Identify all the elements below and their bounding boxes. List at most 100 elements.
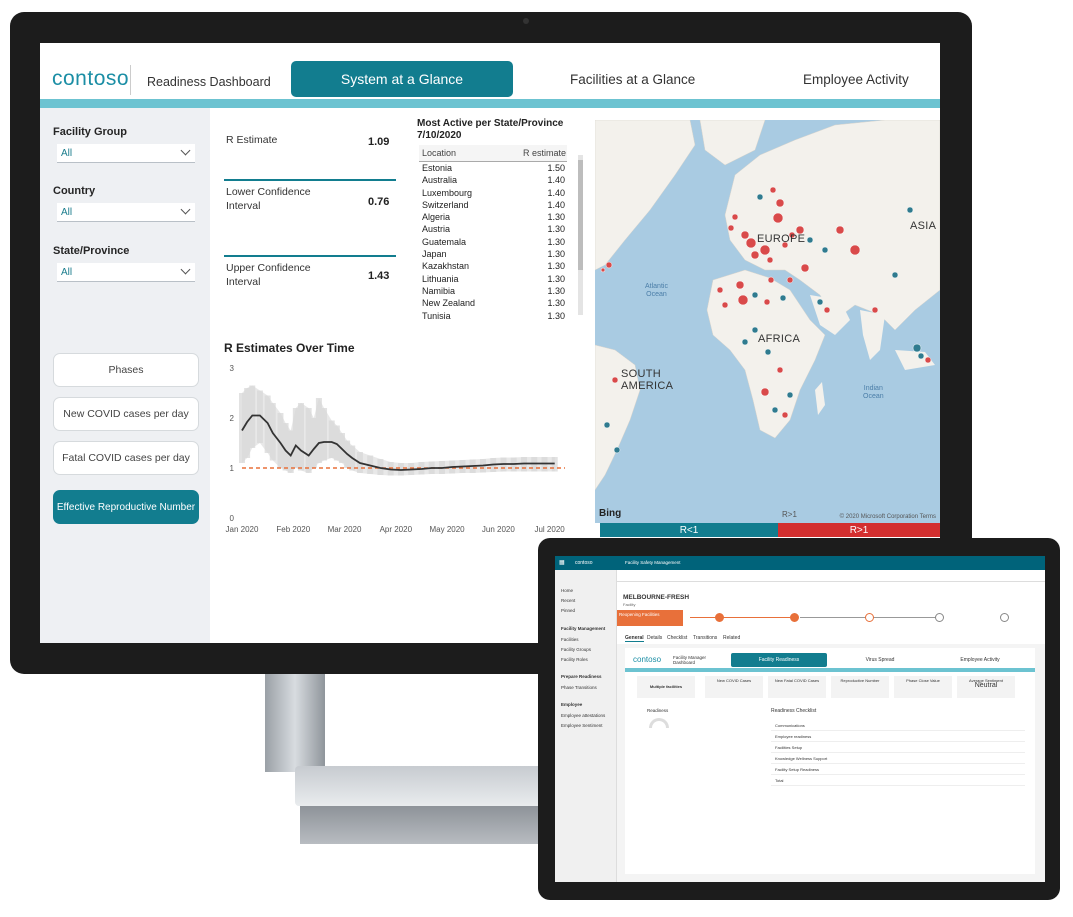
sidebar-item-facility-roles[interactable]: Facility Roles	[561, 657, 588, 662]
sidebar-item-recent[interactable]: Recent	[561, 598, 576, 603]
map-marker[interactable]	[731, 213, 739, 221]
map-marker[interactable]	[750, 250, 760, 260]
process-stage-dot[interactable]	[865, 613, 874, 622]
legend-r-below-one[interactable]: R<1	[600, 523, 778, 537]
map-marker[interactable]	[745, 237, 757, 249]
tab-system-at-a-glance[interactable]: System at a Glance	[291, 61, 513, 97]
map-marker[interactable]	[740, 230, 750, 240]
map-marker[interactable]	[751, 291, 759, 299]
map-marker[interactable]	[795, 225, 805, 235]
scrollbar-thumb[interactable]	[578, 160, 583, 270]
table-row[interactable]: Tunisia 1.30	[419, 310, 567, 322]
effective-reproductive-number-button[interactable]: Effective Reproductive Number	[53, 490, 199, 524]
map-marker[interactable]	[716, 286, 724, 294]
sidebar-item-facility-groups[interactable]: Facility Groups	[561, 647, 592, 652]
map-marker[interactable]	[906, 206, 914, 214]
map-marker[interactable]	[775, 198, 785, 208]
process-stage-dot[interactable]	[935, 613, 944, 622]
map-marker[interactable]	[871, 306, 879, 314]
map-marker[interactable]	[600, 267, 606, 273]
sidebar-item-phase-transitions[interactable]: Phase Transitions	[561, 685, 597, 690]
map-marker[interactable]	[816, 298, 824, 306]
map-marker[interactable]	[759, 244, 771, 256]
map-marker[interactable]	[756, 193, 764, 201]
map-copyright[interactable]: © 2020 Microsoft Corporation Terms	[839, 514, 936, 520]
tab-related[interactable]: Related	[723, 635, 741, 641]
tab-virus-spread[interactable]: Virus Spread	[865, 657, 895, 663]
fatal-covid-cases-button[interactable]: Fatal COVID cases per day	[53, 441, 199, 475]
table-row[interactable]: Algeria 1.30	[419, 211, 567, 223]
process-stage-dot[interactable]	[715, 613, 724, 622]
map-marker[interactable]	[849, 244, 861, 256]
sidebar-item-pinned[interactable]: Pinned	[561, 608, 576, 613]
map-marker[interactable]	[767, 276, 775, 284]
tab-transitions[interactable]: Transitions	[693, 635, 718, 641]
table-row[interactable]: Namibia 1.30	[419, 285, 567, 297]
map-marker[interactable]	[760, 387, 770, 397]
map-marker[interactable]	[835, 225, 845, 235]
map-marker[interactable]	[721, 301, 729, 309]
process-stage-dot[interactable]	[790, 613, 799, 622]
map-marker[interactable]	[800, 263, 810, 273]
table-row[interactable]: Austria 1.30	[419, 223, 567, 235]
sidebar-item-facilities[interactable]: Facilities	[561, 637, 579, 642]
map-marker[interactable]	[772, 212, 784, 224]
map-marker[interactable]	[786, 276, 794, 284]
table-row[interactable]: Luxembourg 1.40	[419, 187, 567, 199]
map-marker[interactable]	[766, 256, 774, 264]
country-dropdown[interactable]: All	[57, 203, 195, 222]
map-marker[interactable]	[613, 446, 621, 454]
map-marker[interactable]	[821, 246, 829, 254]
map-marker[interactable]	[823, 306, 831, 314]
waffle-icon[interactable]: ▦	[559, 560, 565, 566]
tab-employee-activity[interactable]: Employee Activity	[803, 72, 909, 87]
map-marker[interactable]	[727, 224, 735, 232]
map-marker[interactable]	[788, 231, 796, 239]
map-marker[interactable]	[605, 261, 613, 269]
state-dropdown[interactable]: All	[57, 263, 195, 282]
tab-checklist[interactable]: Checklist	[667, 635, 688, 641]
table-row[interactable]: Switzerland 1.40	[419, 199, 567, 211]
sidebar-item-employee-attestations[interactable]: Employee attestations	[561, 713, 606, 718]
new-covid-cases-button[interactable]: New COVID cases per day	[53, 397, 199, 431]
map-marker[interactable]	[763, 298, 771, 306]
map-marker[interactable]	[781, 241, 789, 249]
tab-employee-activity-tablet[interactable]: Employee Activity	[960, 657, 1000, 663]
tab-details[interactable]: Details	[647, 635, 663, 641]
map-marker[interactable]	[735, 280, 745, 290]
map-marker[interactable]	[891, 271, 899, 279]
map-marker[interactable]	[776, 366, 784, 374]
map-marker[interactable]	[751, 326, 759, 334]
column-header-location[interactable]: Location	[422, 148, 457, 158]
table-row[interactable]: Australia 1.40	[419, 174, 567, 186]
sidebar-item-employee-sentiment[interactable]: Employee Sentiment	[561, 723, 603, 728]
process-stage-dot[interactable]	[1000, 613, 1009, 622]
facility-group-dropdown[interactable]: All	[57, 144, 195, 163]
map-marker[interactable]	[611, 376, 619, 384]
map-marker[interactable]	[806, 236, 814, 244]
map-marker[interactable]	[924, 356, 932, 364]
map-marker[interactable]	[769, 186, 777, 194]
table-scrollbar[interactable]	[578, 155, 583, 315]
map-marker[interactable]	[917, 352, 925, 360]
map-marker[interactable]	[779, 294, 787, 302]
map-marker[interactable]	[781, 411, 789, 419]
column-header-r-estimate[interactable]: R estimate	[523, 148, 567, 158]
table-row[interactable]: Estonia 1.50	[419, 162, 567, 174]
table-row[interactable]: New Zealand 1.30	[419, 297, 567, 309]
tab-facilities-at-a-glance[interactable]: Facilities at a Glance	[570, 72, 696, 87]
table-row[interactable]: Lithuania 1.30	[419, 273, 567, 285]
tab-facility-readiness[interactable]: Facility Readiness	[731, 653, 827, 667]
tab-general[interactable]: General	[625, 635, 644, 642]
map-marker[interactable]	[603, 421, 611, 429]
map-marker[interactable]	[771, 406, 779, 414]
table-row[interactable]: Guatemala 1.30	[419, 236, 567, 248]
legend-r-above-one[interactable]: R>1	[778, 523, 940, 537]
phases-button[interactable]: Phases	[53, 353, 199, 387]
map-marker[interactable]	[737, 294, 749, 306]
map-marker[interactable]	[741, 338, 749, 346]
table-row[interactable]: Japan 1.30	[419, 248, 567, 260]
table-row[interactable]: Kazakhstan 1.30	[419, 260, 567, 272]
world-map[interactable]: EUROPE ASIA AFRICA SOUTH AMERICA Atlanti…	[595, 120, 940, 523]
business-process-stage[interactable]: Reopening Facilities	[617, 610, 683, 626]
